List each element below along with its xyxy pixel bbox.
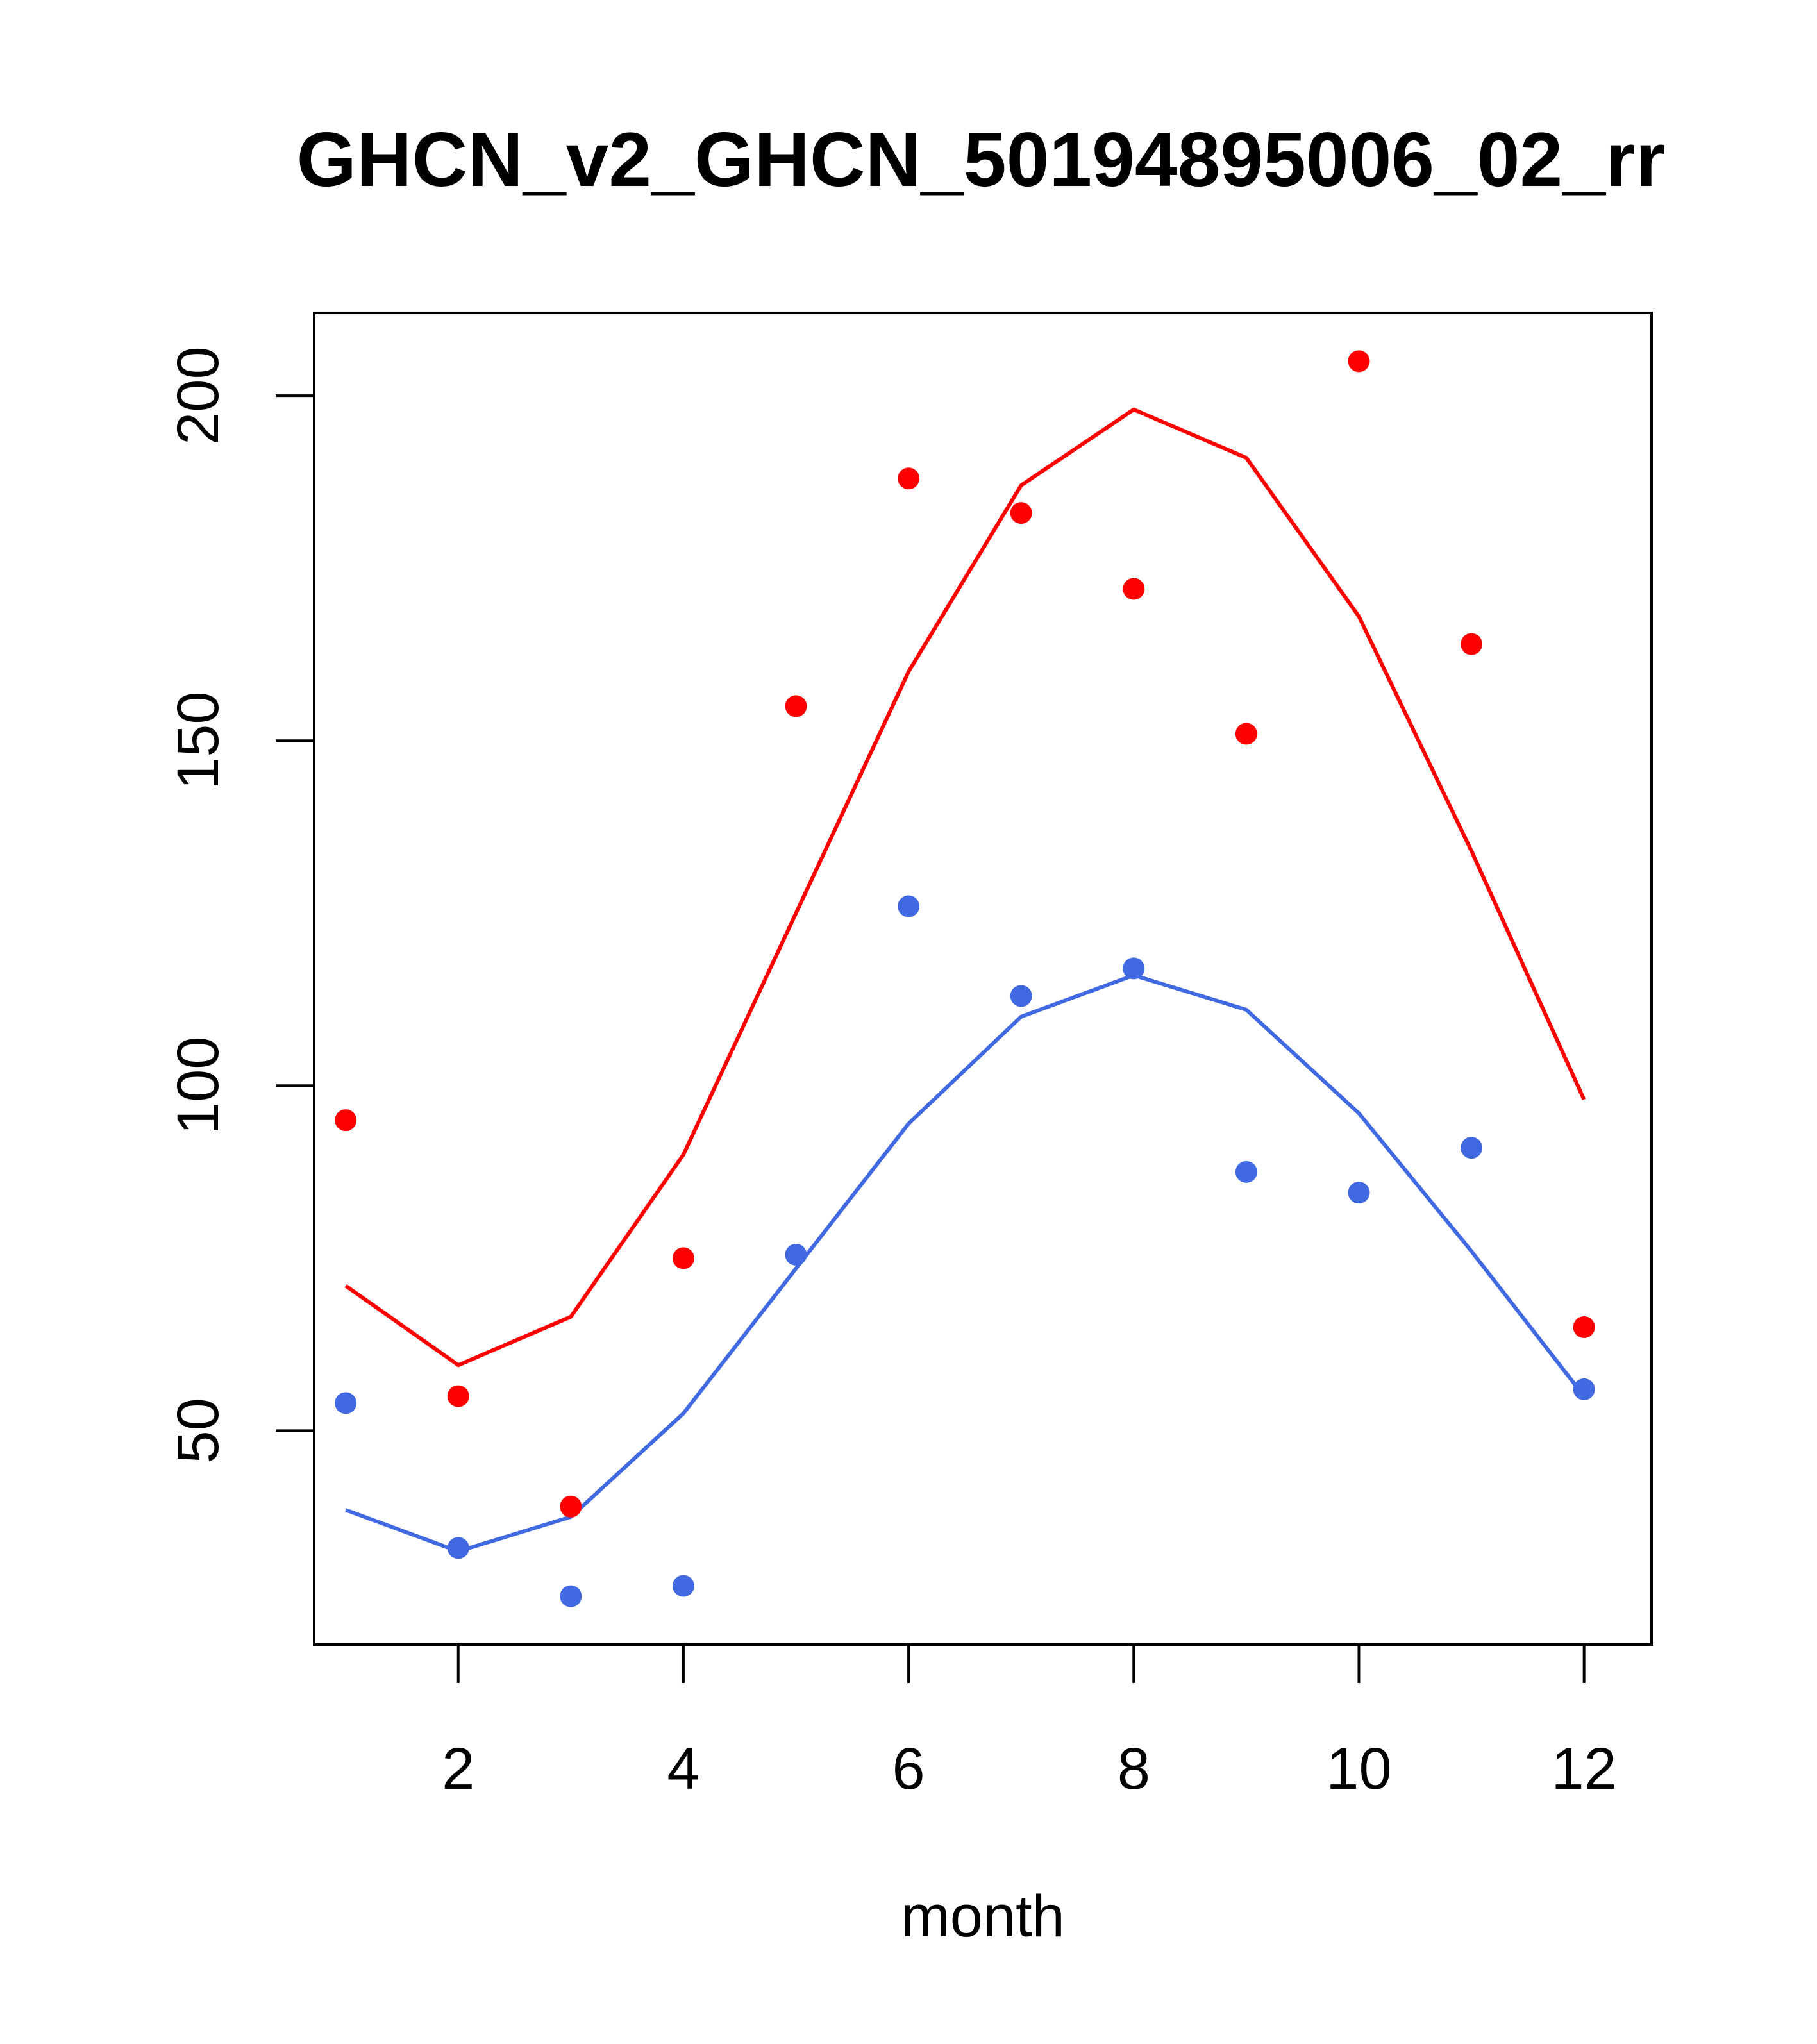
blue-point-month-8 <box>1123 957 1145 980</box>
red-point-month-7 <box>1010 502 1032 524</box>
red-point-month-5 <box>785 695 807 717</box>
x-tick-label-10: 10 <box>1326 1736 1391 1802</box>
y-axis: 50 100 150 200 <box>165 346 314 1464</box>
y-tick-label-100: 100 <box>165 1037 231 1135</box>
red-point-month-4 <box>672 1247 694 1269</box>
x-axis: 2 4 6 8 10 12 <box>442 1645 1617 1802</box>
blue-series-line <box>345 973 1586 1554</box>
red-point-month-12 <box>1573 1316 1595 1338</box>
red-point-month-3 <box>560 1495 582 1518</box>
blue-point-month-4 <box>672 1575 694 1597</box>
blue-point-month-10 <box>1348 1182 1370 1204</box>
red-point-month-6 <box>898 467 920 490</box>
blue-point-month-12 <box>1573 1378 1595 1400</box>
y-tick-label-150: 150 <box>165 691 231 790</box>
series-layer <box>335 350 1595 1607</box>
red-point-month-1 <box>335 1109 357 1132</box>
blue-point-month-7 <box>1010 985 1032 1007</box>
red-point-month-8 <box>1123 578 1145 600</box>
x-tick-label-2: 2 <box>442 1736 474 1802</box>
blue-point-month-3 <box>560 1585 582 1607</box>
red-point-month-2 <box>447 1385 469 1407</box>
blue-point-month-1 <box>335 1392 357 1414</box>
x-tick-label-4: 4 <box>667 1736 699 1802</box>
red-series-line <box>344 407 1586 1368</box>
red-point-month-11 <box>1461 633 1483 655</box>
blue-point-month-11 <box>1461 1137 1483 1159</box>
y-tick-label-200: 200 <box>165 346 231 445</box>
blue-point-month-9 <box>1235 1160 1257 1183</box>
x-tick-label-6: 6 <box>892 1736 925 1802</box>
y-tick-label-50: 50 <box>165 1398 231 1463</box>
x-tick-label-8: 8 <box>1118 1736 1150 1802</box>
x-axis-title: month <box>901 1884 1065 1949</box>
blue-point-month-6 <box>898 895 920 917</box>
red-point-month-9 <box>1235 723 1257 745</box>
red-point-month-10 <box>1348 350 1370 373</box>
blue-point-month-2 <box>447 1537 469 1559</box>
plot-frame <box>313 312 1653 1646</box>
chart-title: GHCN_v2_GHCN_50194895006_02_rr <box>297 117 1666 203</box>
blue-point-month-5 <box>785 1243 807 1266</box>
x-tick-label-12: 12 <box>1551 1736 1616 1802</box>
